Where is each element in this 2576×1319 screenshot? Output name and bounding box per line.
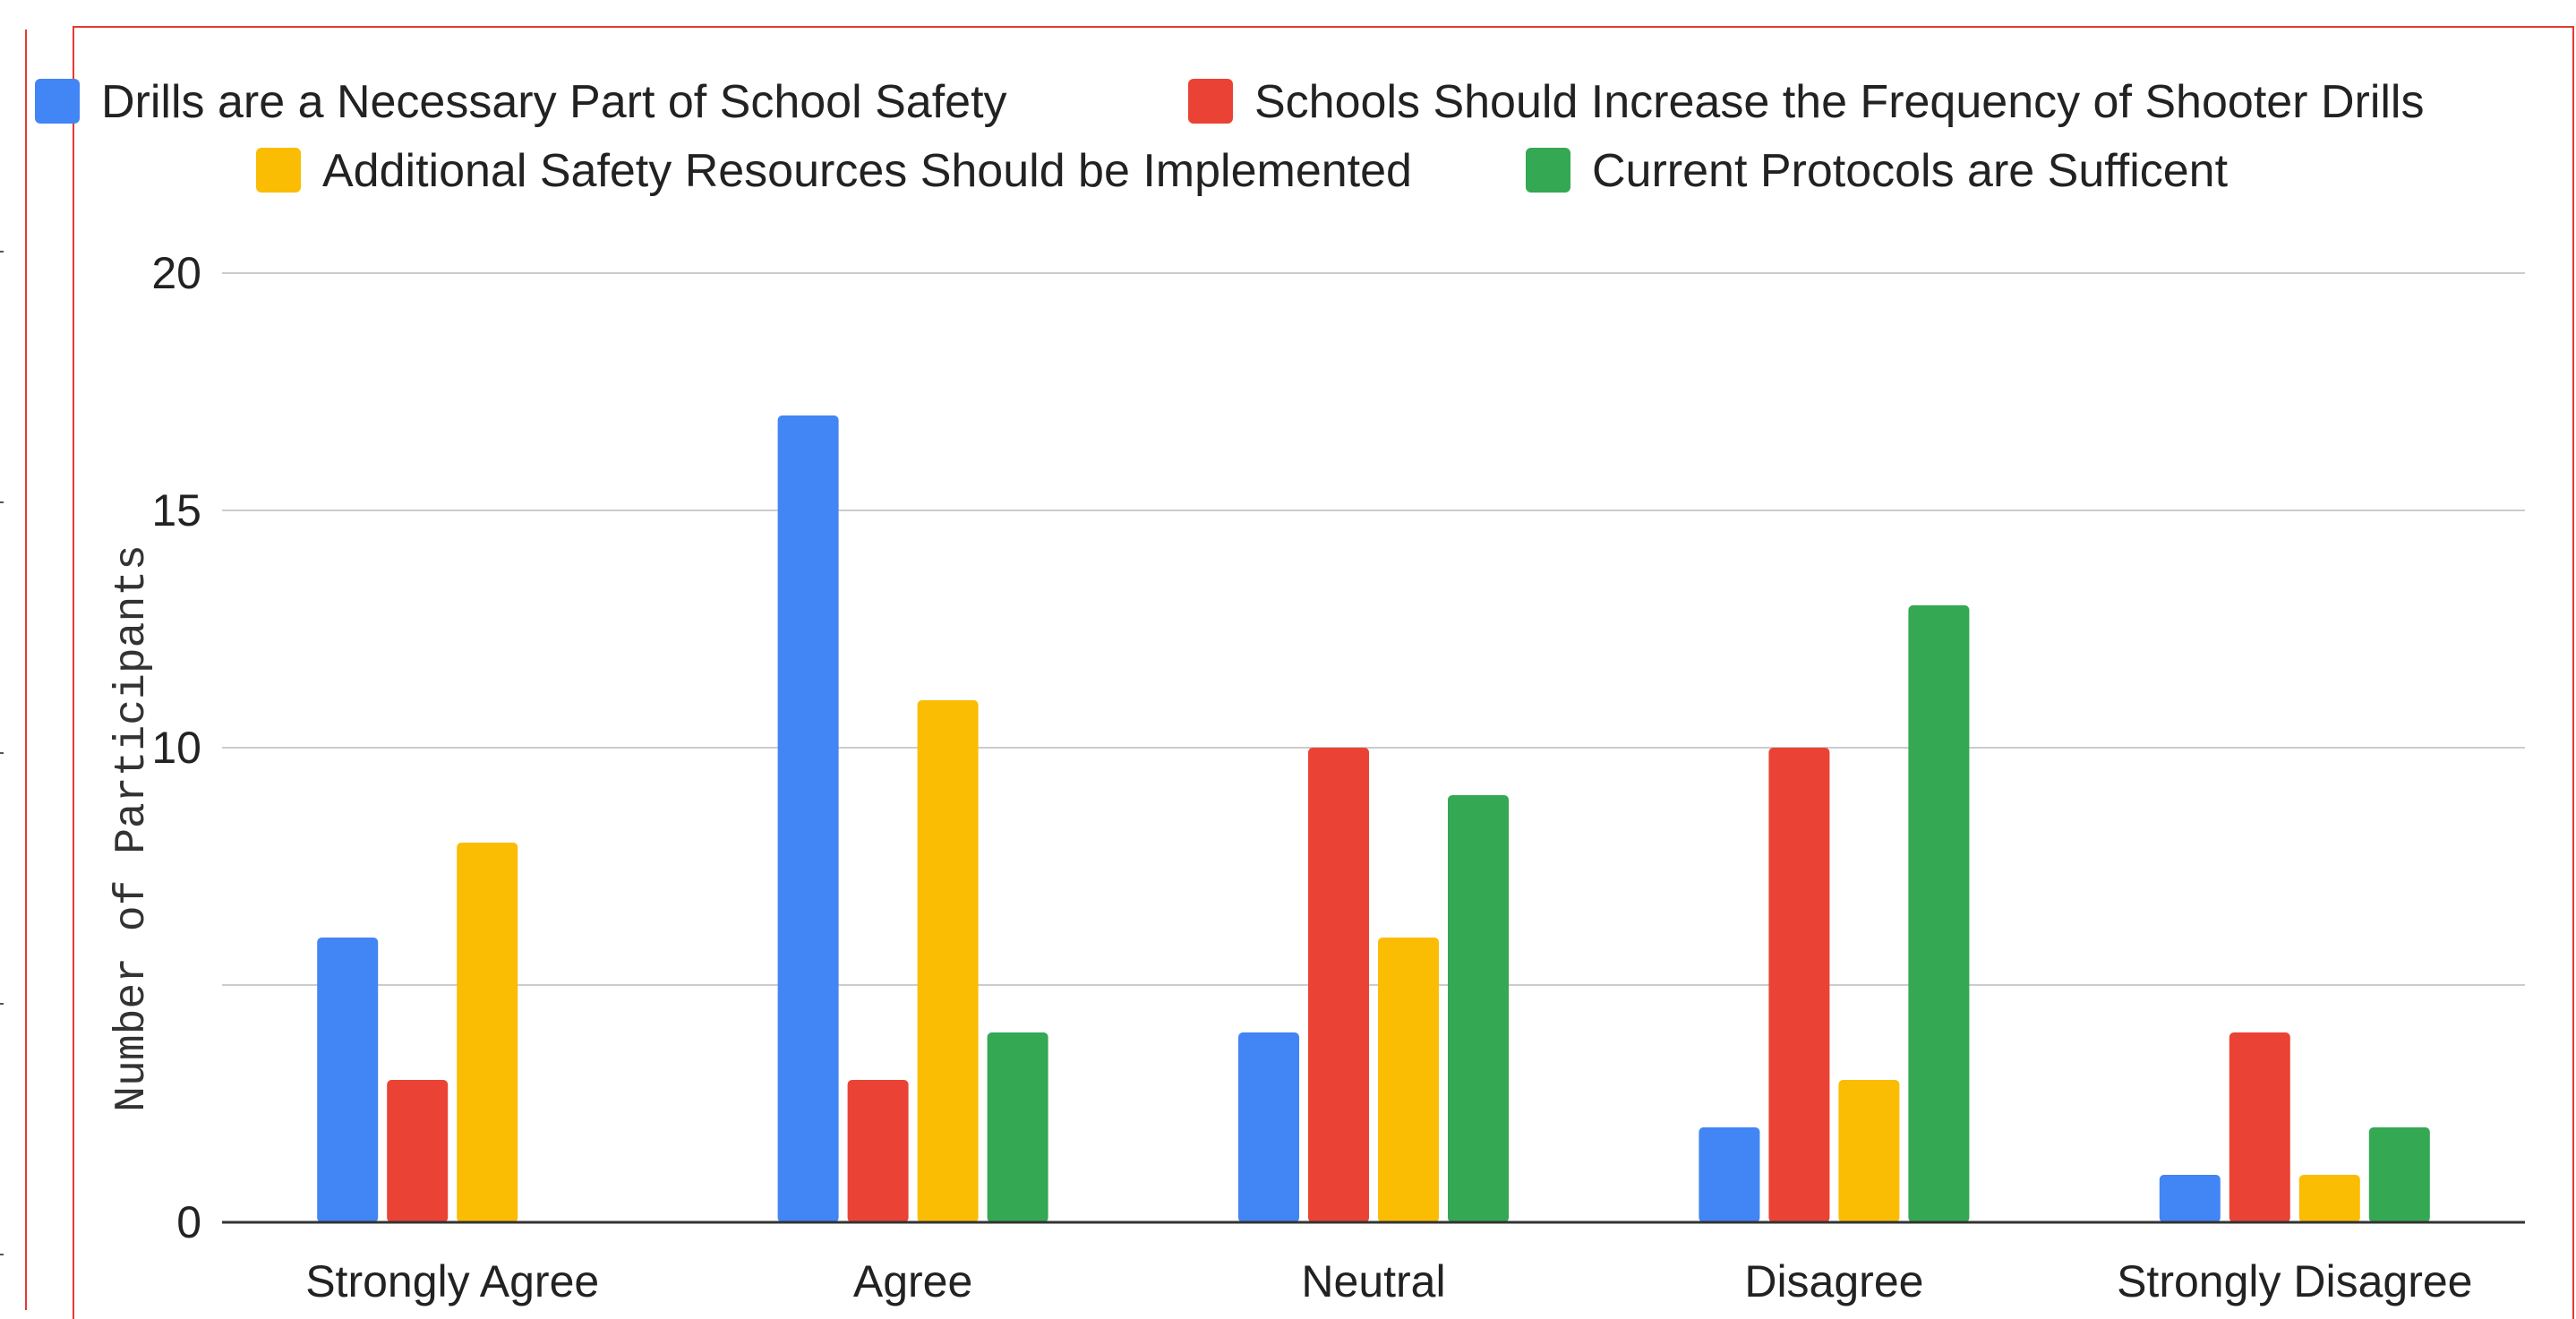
y-tick-label: 0 (176, 1197, 201, 1247)
legend-label: Additional Safety Resources Should be Im… (322, 145, 1412, 197)
bar (2229, 1032, 2290, 1222)
x-tick-label: Agree (853, 1256, 972, 1306)
bar (2159, 1175, 2221, 1222)
left-panel-edge (0, 30, 27, 1310)
x-tick-label: Neutral (1301, 1256, 1445, 1306)
bar (317, 938, 379, 1222)
legend-swatch (35, 79, 80, 124)
legend-swatch (1526, 148, 1570, 193)
legend: Drills are a Necessary Part of School Sa… (35, 76, 2424, 197)
y-tick-label: 15 (151, 485, 201, 535)
legend-label: Drills are a Necessary Part of School Sa… (101, 76, 1007, 128)
bar (1908, 605, 1970, 1222)
axes: 0 10 15 20 Strongly Agree Agree Neutral Disagre… (151, 248, 2525, 1306)
bars (317, 415, 2430, 1222)
y-tick-label: 10 (151, 723, 201, 773)
bar (387, 1080, 449, 1222)
edge-tick (0, 251, 4, 253)
y-axis-label: Number of Participants (108, 544, 157, 1112)
gridlines (222, 272, 2525, 986)
edge-tick (0, 1254, 4, 1255)
edge-tick (0, 752, 4, 754)
bar (777, 415, 839, 1222)
bar (457, 843, 518, 1222)
legend-label: Schools Should Increase the Frequency of… (1254, 76, 2424, 128)
bar (2298, 1175, 2360, 1222)
bar (1838, 1080, 1900, 1222)
x-tick-label: Strongly Disagree (2117, 1256, 2472, 1306)
edge-tick (0, 501, 4, 503)
bar (1768, 748, 1830, 1222)
legend-swatch (1188, 79, 1233, 124)
bar (847, 1080, 909, 1222)
edge-tick (0, 1003, 4, 1005)
bar (917, 700, 979, 1222)
bar (1378, 938, 1439, 1222)
y-tick-label: 20 (151, 248, 201, 298)
bar (1448, 795, 1509, 1222)
x-tick-label: Disagree (1744, 1256, 1923, 1306)
bar (1238, 1032, 1299, 1222)
legend-swatch (256, 148, 301, 193)
x-tick-label: Strongly Agree (305, 1256, 599, 1306)
bar (1699, 1127, 1760, 1222)
legend-label: Current Protocols are Sufficent (1592, 145, 2229, 197)
bar (1308, 748, 1369, 1222)
bar (987, 1032, 1048, 1222)
bar (2368, 1127, 2430, 1222)
